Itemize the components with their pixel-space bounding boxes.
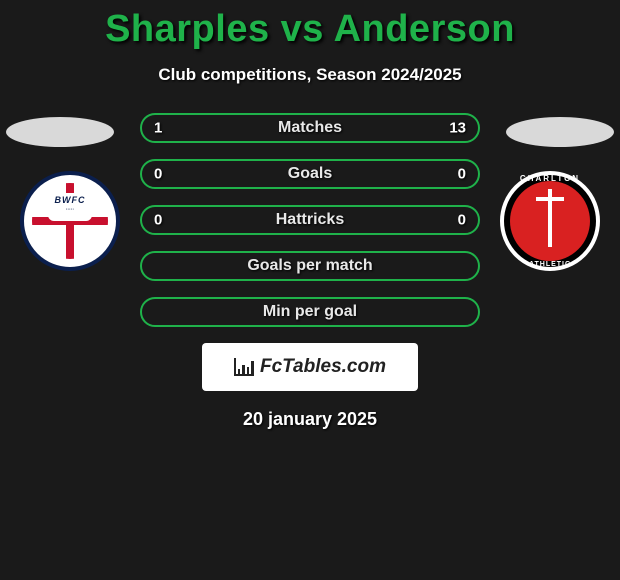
stat-value-right: 0 — [458, 166, 466, 183]
stat-value-left: 1 — [154, 120, 162, 137]
crest-right-ring-bot: ATHLETIC — [529, 261, 571, 268]
page-title: Sharples vs Anderson — [0, 0, 620, 51]
shadow-ellipse-left — [6, 117, 114, 147]
stat-value-left: 0 — [154, 166, 162, 183]
crest-left-sublabel: ····· — [66, 207, 74, 213]
stat-label: Min per goal — [263, 303, 357, 321]
crest-right-ring-top: CHARLTON — [520, 174, 580, 183]
shadow-ellipse-right — [506, 117, 614, 147]
source-logo-text: FcTables.com — [260, 356, 386, 378]
subtitle: Club competitions, Season 2024/2025 — [0, 65, 620, 85]
stat-label: Hattricks — [276, 211, 344, 229]
club-crest-left: BWFC ····· — [20, 171, 120, 271]
crest-left-label: BWFC — [55, 195, 86, 205]
stat-value-right: 0 — [458, 212, 466, 229]
source-logo: FcTables.com — [202, 343, 418, 391]
club-crest-right: CHARLTON ATHLETIC — [500, 171, 600, 271]
stat-label: Goals — [288, 165, 332, 183]
comparison-panel: BWFC ····· CHARLTON ATHLETIC 1 Matches 1… — [0, 113, 620, 430]
stats-bars: 1 Matches 13 0 Goals 0 0 Hattricks 0 Goa… — [140, 113, 480, 327]
stat-bar: 0 Hattricks 0 — [140, 205, 480, 235]
stat-value-left: 0 — [154, 212, 162, 229]
stat-label: Matches — [278, 119, 342, 137]
stat-value-right: 13 — [449, 120, 466, 137]
stat-bar: Min per goal — [140, 297, 480, 327]
stat-bar: Goals per match — [140, 251, 480, 281]
bar-chart-icon — [234, 358, 254, 376]
sword-hilt-icon — [536, 197, 564, 201]
date-label: 20 january 2025 — [0, 409, 620, 430]
stat-bar: 1 Matches 13 — [140, 113, 480, 143]
stat-bar: 0 Goals 0 — [140, 159, 480, 189]
stat-label: Goals per match — [247, 257, 372, 275]
